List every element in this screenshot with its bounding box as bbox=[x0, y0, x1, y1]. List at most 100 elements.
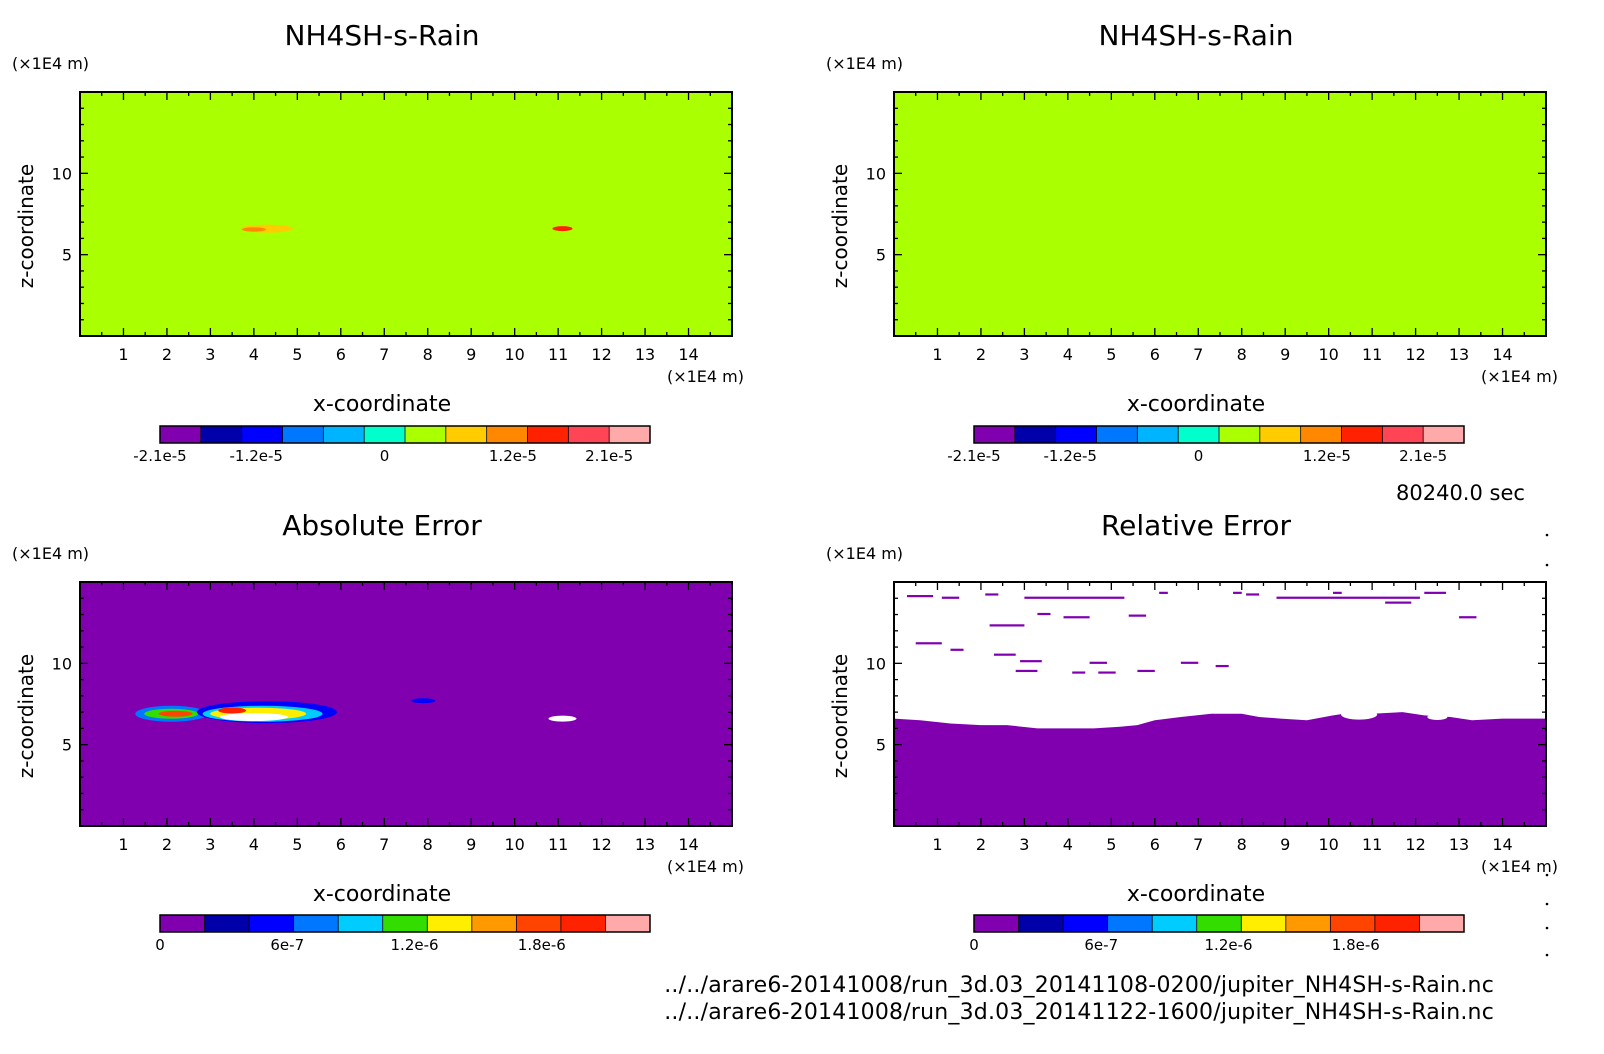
colorbar-tick-label: 1.2e-6 bbox=[391, 936, 439, 954]
colorbar-segment bbox=[445, 426, 488, 443]
x-tick-label: 3 bbox=[205, 345, 215, 364]
colorbar: -2.1e-5 -1.2e-5 0 1.2e-5 2.1e-5 bbox=[133, 425, 651, 465]
x-tick-label: 1 bbox=[118, 345, 128, 364]
x-tick-label: 8 bbox=[1237, 345, 1247, 364]
purple-dash bbox=[907, 595, 934, 598]
colorbar-segment bbox=[293, 915, 339, 932]
x-tick-label: 12 bbox=[591, 835, 611, 854]
colorbar-segment bbox=[1285, 915, 1331, 932]
x-tick-label: 2 bbox=[162, 835, 172, 854]
y-tick-label: 5 bbox=[62, 246, 72, 265]
panel-title: NH4SH-s-Rain bbox=[1099, 19, 1294, 52]
x-tick-label: 9 bbox=[466, 835, 476, 854]
x-tick-label: 12 bbox=[1405, 835, 1425, 854]
x-tick-label: 1 bbox=[932, 835, 942, 854]
x-tick-label: 4 bbox=[249, 835, 259, 854]
x-axis-ticks bbox=[79, 582, 733, 826]
x-tick-label: 13 bbox=[1449, 835, 1469, 854]
y-axis-label: z-coordinate bbox=[828, 654, 852, 778]
colorbar-segment bbox=[605, 915, 651, 932]
error-cluster-a-core bbox=[158, 710, 193, 717]
margin-dot bbox=[1545, 563, 1549, 567]
colorbar-tick-label: -1.2e-5 bbox=[230, 447, 283, 465]
x-unit-label: (×1E4 m) bbox=[1481, 857, 1558, 876]
x-tick-label: 5 bbox=[292, 835, 302, 854]
colorbar-segment bbox=[1178, 426, 1220, 443]
x-tick-label: 6 bbox=[336, 835, 346, 854]
error-cluster-b-red bbox=[218, 707, 247, 714]
x-axis-label: x-coordinate bbox=[1127, 882, 1265, 907]
colorbar-tick-label: 2.1e-5 bbox=[585, 447, 633, 465]
x-unit-label: (×1E4 m) bbox=[1481, 367, 1558, 386]
y-unit-label: (×1E4 m) bbox=[12, 54, 89, 73]
colorbar-tick-label: 0 bbox=[380, 447, 390, 465]
x-tick-label: 9 bbox=[1280, 345, 1290, 364]
field-background bbox=[80, 582, 732, 826]
panel-4: Relative Error(×1E4 m)1 2 3 4 5 6 7 8 9 10 11 12 13 1… bbox=[826, 509, 1558, 954]
file-path-2: ../../arare6-20141008/run_3d.03_20141122… bbox=[664, 1000, 1494, 1025]
purple-dash bbox=[1180, 661, 1199, 664]
colorbar-segment bbox=[1374, 915, 1420, 932]
x-axis-ticks bbox=[893, 582, 1547, 826]
margin-dot bbox=[1545, 926, 1549, 930]
colorbar-segment bbox=[405, 426, 447, 443]
margin-dot bbox=[1545, 953, 1549, 957]
purple-dash bbox=[915, 642, 942, 645]
purple-dash bbox=[1215, 664, 1229, 668]
colorbar-segment bbox=[1055, 426, 1097, 443]
x-unit-label: (×1E4 m) bbox=[667, 857, 744, 876]
colorbar-segment bbox=[1423, 426, 1465, 443]
x-tick-label: 8 bbox=[423, 835, 433, 854]
y-tick-label: 10 bbox=[52, 164, 72, 183]
purple-dash bbox=[1233, 591, 1242, 594]
x-axis-label: x-coordinate bbox=[313, 392, 451, 417]
x-tick-label: 4 bbox=[1063, 835, 1073, 854]
colorbar-segment bbox=[1096, 426, 1138, 443]
x-tick-label: 14 bbox=[678, 345, 698, 364]
margin-dot bbox=[1545, 533, 1549, 537]
colorbar-tick-label: 1.2e-6 bbox=[1205, 936, 1253, 954]
purple-dash bbox=[1020, 660, 1042, 663]
colorbar: 0 6e-7 1.2e-6 1.8e-6 bbox=[155, 914, 651, 954]
colorbar-segment bbox=[1382, 426, 1424, 443]
colorbar-segment bbox=[1300, 426, 1342, 443]
colorbar-segment bbox=[204, 915, 250, 932]
x-axis-ticks bbox=[893, 92, 1547, 336]
panel-3: Absolute Error(×1E4 m)1 2 3 4 5 6 7 8 9 10 11 12 13 1… bbox=[12, 509, 744, 954]
field-background bbox=[80, 92, 732, 336]
x-axis-label: x-coordinate bbox=[313, 882, 451, 907]
purple-dash bbox=[993, 653, 1016, 656]
purple-dash bbox=[1015, 669, 1038, 673]
colorbar-segment bbox=[249, 915, 295, 932]
colorbar-tick-label: 6e-7 bbox=[1084, 936, 1118, 954]
purple-dash bbox=[950, 648, 964, 651]
colorbar-segment bbox=[241, 426, 283, 443]
colorbar-tick-label: -2.1e-5 bbox=[133, 447, 186, 465]
colorbar-segment bbox=[974, 915, 1020, 932]
colorbar-frame bbox=[159, 914, 651, 933]
colorbar-segment bbox=[1241, 915, 1287, 932]
colorbar-segment bbox=[323, 426, 365, 443]
x-tick-label: 5 bbox=[1106, 835, 1116, 854]
colorbar-tick-label: 1.8e-6 bbox=[518, 936, 566, 954]
x-tick-label: 14 bbox=[1492, 345, 1512, 364]
colorbar-frame bbox=[973, 914, 1465, 933]
x-tick-label: 10 bbox=[504, 835, 524, 854]
colorbar-tick-label: 6e-7 bbox=[270, 936, 304, 954]
colorbar-tick-label: 0 bbox=[1194, 447, 1204, 465]
x-tick-label: 8 bbox=[1237, 835, 1247, 854]
x-tick-label: 11 bbox=[548, 345, 568, 364]
field-features bbox=[894, 582, 1546, 826]
purple-dash bbox=[1037, 612, 1051, 616]
colorbar-tick-label: 1.2e-5 bbox=[1303, 447, 1351, 465]
y-axis-ticks bbox=[894, 581, 1546, 827]
x-tick-label: 4 bbox=[249, 345, 259, 364]
y-axis-ticks bbox=[894, 91, 1546, 337]
purple-dash bbox=[941, 596, 960, 599]
x-tick-label: 9 bbox=[466, 345, 476, 364]
colorbar-segment bbox=[1341, 426, 1383, 443]
colorbar-segment bbox=[1152, 915, 1198, 932]
purple-dash bbox=[985, 593, 999, 596]
x-tick-label: 2 bbox=[976, 345, 986, 364]
